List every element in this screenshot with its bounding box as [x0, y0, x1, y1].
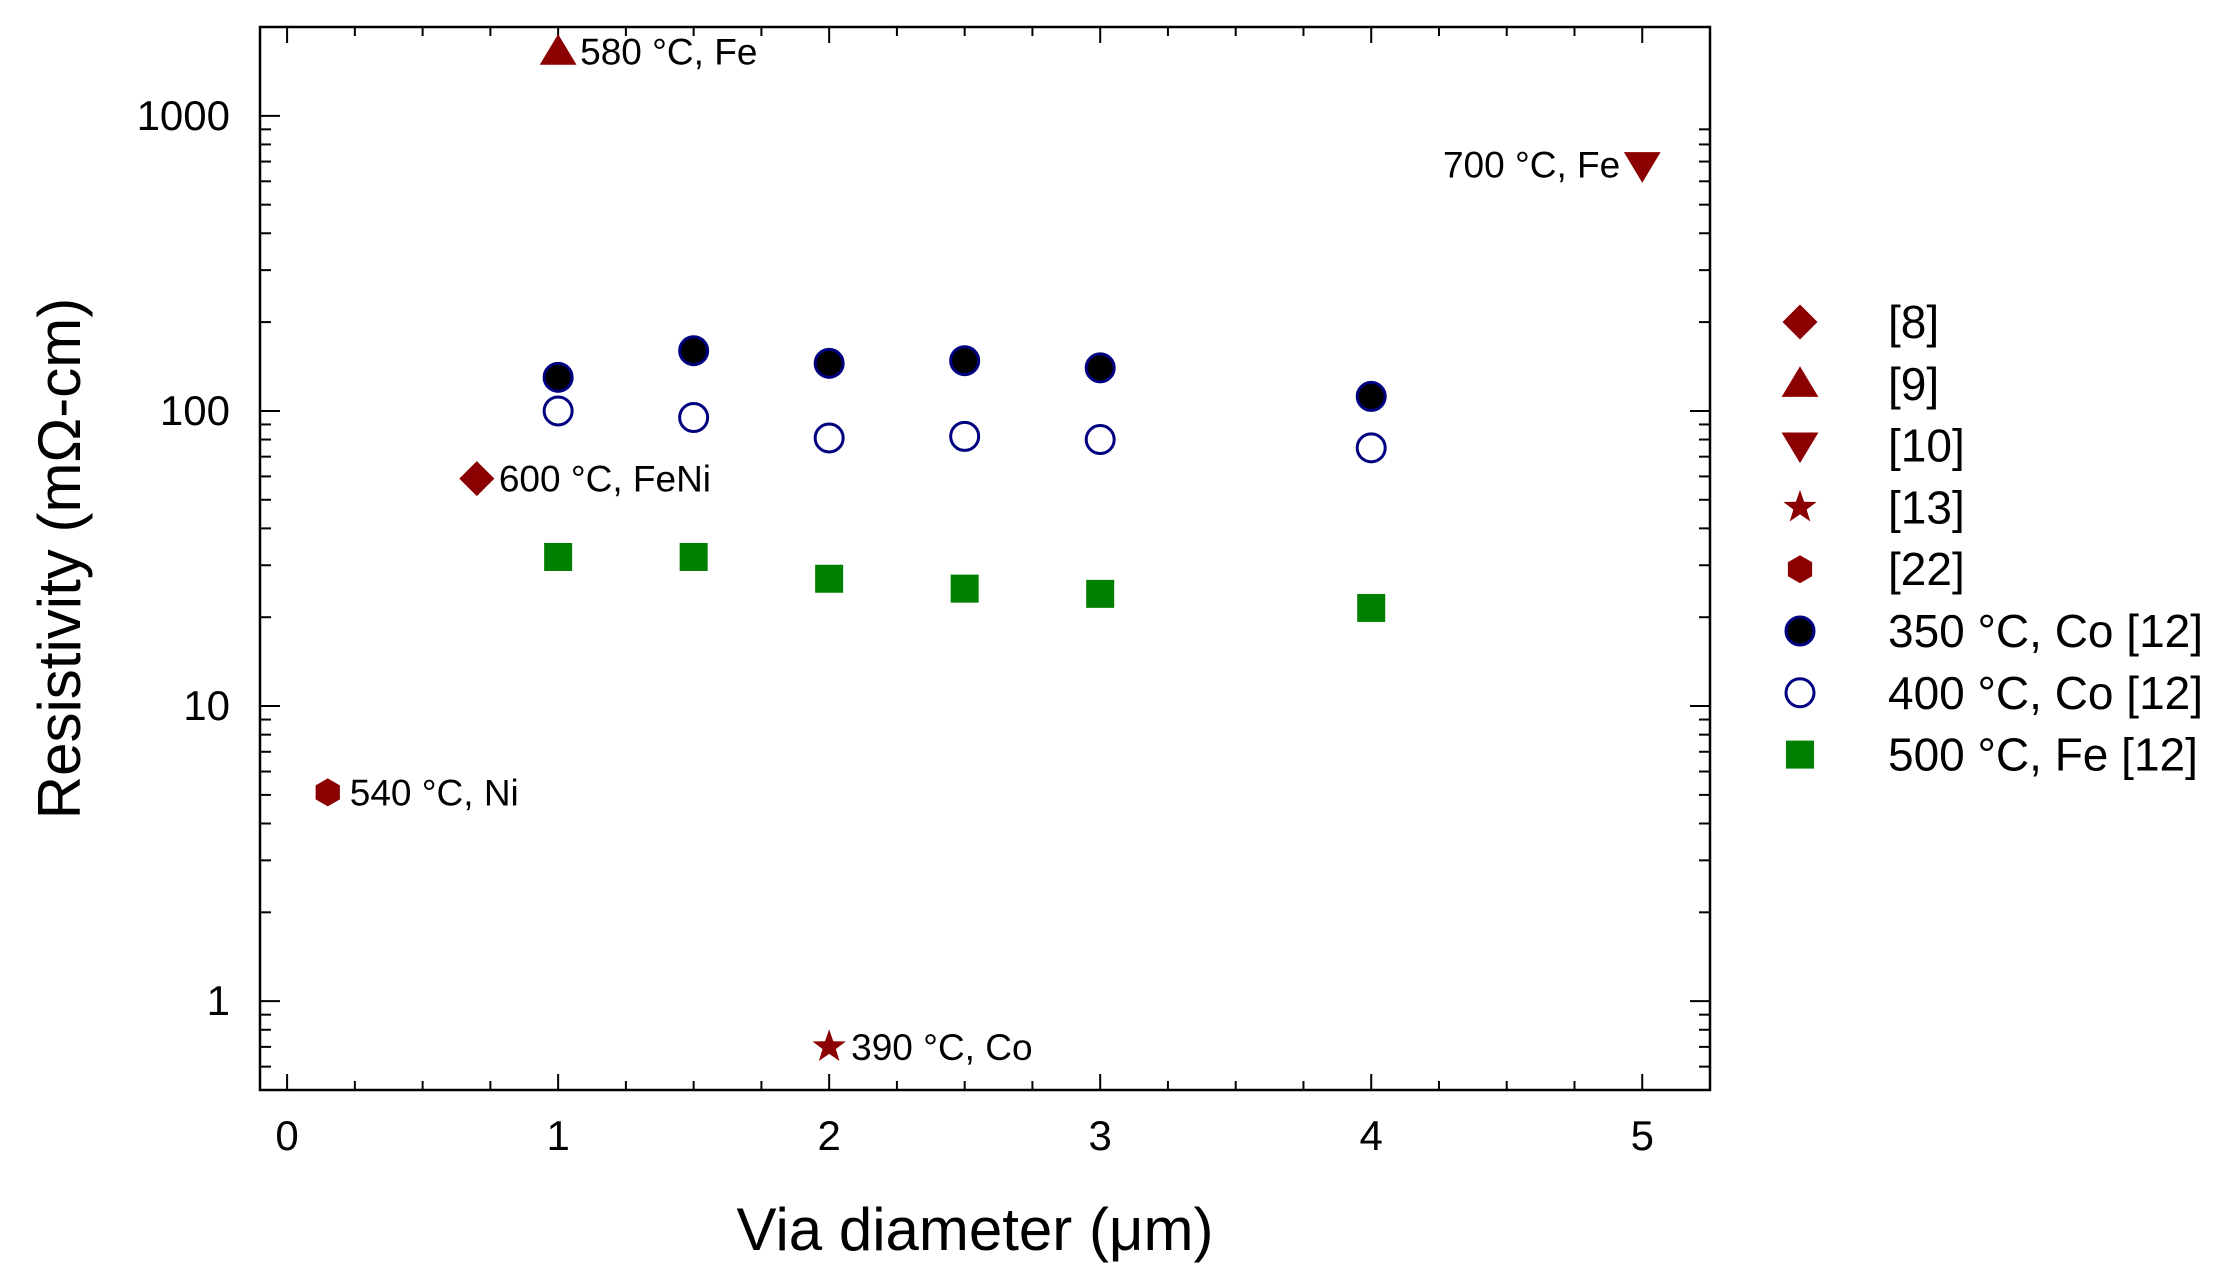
- x-tick-label: 1: [546, 1112, 569, 1159]
- axes: 0 1 2 3 4 5 1 10 100 1000 Via diameter (μm) Resisti…: [26, 25, 1712, 1263]
- legend-label: [9]: [1888, 358, 1939, 410]
- data-point: [678, 402, 710, 434]
- x-axis-title: Via diameter (μm): [737, 1196, 1214, 1263]
- data-point: [815, 564, 844, 593]
- series-7: [544, 542, 1386, 622]
- legend-marker: [1784, 615, 1816, 647]
- legend-entry: [10]: [1781, 420, 1965, 472]
- data-point: [949, 345, 981, 377]
- x-tick-label: 0: [275, 1112, 298, 1159]
- data-point: [812, 1029, 846, 1062]
- x-tick-label: 5: [1631, 1112, 1654, 1159]
- series-1: 580 °C, Fe: [539, 32, 757, 73]
- x-tick-label: 4: [1360, 1112, 1383, 1159]
- legend-entry: 500 °C, Fe [12]: [1786, 729, 2198, 781]
- legend-entry: 400 °C, Co [12]: [1784, 667, 2203, 719]
- series-4: 540 °C, Ni: [315, 772, 519, 813]
- y-tick-label: 1: [207, 977, 230, 1024]
- legend-label: [10]: [1888, 420, 1965, 472]
- data-label: 580 °C, Fe: [580, 32, 757, 73]
- data-point: [1357, 593, 1386, 622]
- series-6: [542, 395, 1387, 464]
- legend-marker: [1782, 304, 1818, 340]
- data-point: [678, 335, 710, 367]
- data-point: [1355, 432, 1387, 464]
- legend-label: [8]: [1888, 296, 1939, 348]
- data-point: [1084, 352, 1116, 384]
- data-point: [679, 542, 708, 571]
- legend-marker: [1783, 489, 1817, 522]
- legend-entry: [8]: [1782, 296, 1939, 348]
- data-label: 700 °C, Fe: [1443, 144, 1620, 185]
- legend-marker: [1786, 740, 1814, 769]
- legend-label: 500 °C, Fe [12]: [1888, 729, 2198, 781]
- data-point: [542, 361, 574, 393]
- legend-marker: [1781, 366, 1819, 397]
- data-point: [539, 34, 577, 65]
- data-point: [1086, 579, 1115, 608]
- series-3: 390 °C, Co: [812, 1027, 1033, 1068]
- legend-entry: [9]: [1781, 358, 1939, 410]
- data-label: 390 °C, Co: [851, 1027, 1032, 1068]
- legend-entry: [22]: [1787, 543, 1965, 595]
- data-point: [950, 574, 979, 603]
- data-label: 540 °C, Ni: [350, 772, 519, 813]
- legend-entry: [13]: [1783, 481, 1965, 533]
- legend-marker: [1787, 555, 1813, 584]
- legend-entry: 350 °C, Co [12]: [1784, 605, 2203, 657]
- data-point: [544, 542, 573, 571]
- series-0: 600 °C, FeNi: [459, 459, 711, 500]
- legend-label: 350 °C, Co [12]: [1888, 605, 2203, 657]
- y-tick-label: 1000: [137, 92, 230, 139]
- data-point: [949, 420, 981, 452]
- data-label: 600 °C, FeNi: [499, 459, 711, 500]
- data-point: [542, 395, 574, 427]
- legend: [8] [9] [10] [13] [22] 350 °C, Co [12] 400 °C,…: [1781, 296, 2203, 781]
- legend-marker: [1784, 677, 1816, 709]
- data-point: [459, 461, 495, 497]
- data-point: [1084, 424, 1116, 456]
- legend-label: [22]: [1888, 543, 1965, 595]
- x-tick-label: 2: [817, 1112, 840, 1159]
- y-tick-label: 10: [183, 682, 230, 729]
- data-points: 600 °C, FeNi 580 °C, Fe 700 °C, Fe 390 °C, …: [315, 32, 1661, 1068]
- series-5: [542, 335, 1387, 412]
- data-point: [315, 778, 340, 807]
- data-point: [1623, 152, 1661, 183]
- plot-frame: [258, 25, 1712, 1092]
- y-tick-label: 100: [160, 387, 230, 434]
- data-point: [813, 347, 845, 379]
- y-axis-title: Resistivity (mΩ-cm): [26, 298, 93, 819]
- legend-marker: [1781, 432, 1819, 464]
- series-2: 700 °C, Fe: [1443, 144, 1661, 185]
- legend-label: 400 °C, Co [12]: [1888, 667, 2203, 719]
- data-point: [1355, 380, 1387, 412]
- data-point: [813, 422, 845, 454]
- legend-label: [13]: [1888, 481, 1965, 533]
- x-tick-label: 3: [1089, 1112, 1112, 1159]
